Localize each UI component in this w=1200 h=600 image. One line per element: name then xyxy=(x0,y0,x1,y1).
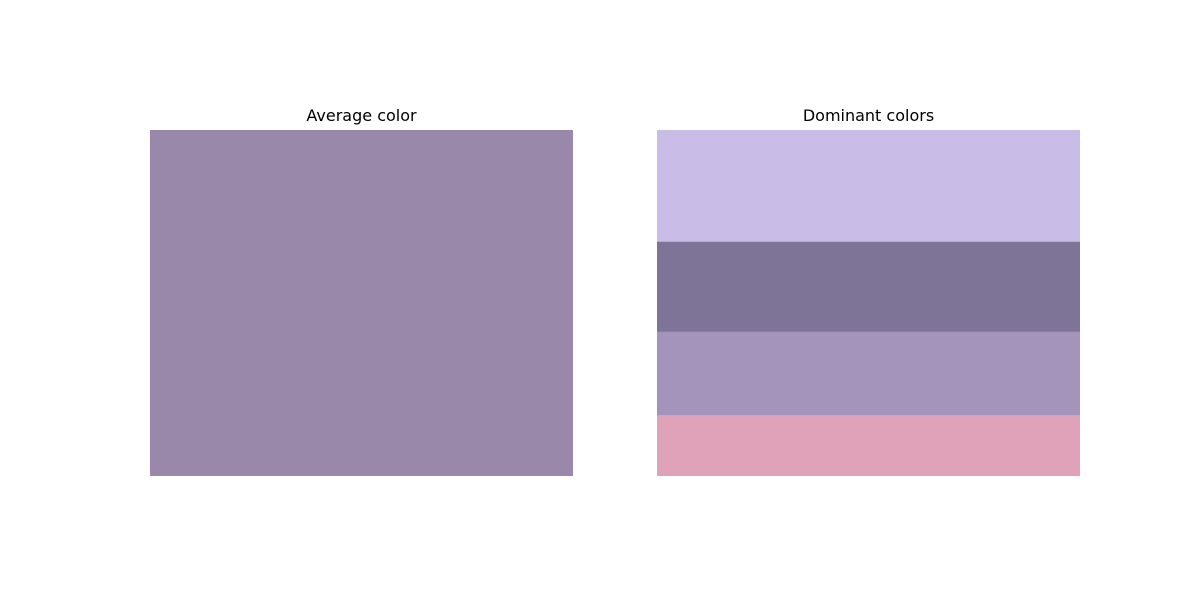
dominant-color-band-1 xyxy=(657,130,1080,243)
dominant-color-band-2 xyxy=(657,241,1080,333)
dominant-colors-chart xyxy=(657,130,1080,476)
average-color-title: Average color xyxy=(306,106,417,125)
dominant-color-band-4 xyxy=(657,415,1080,476)
dominant-colors-title: Dominant colors xyxy=(802,106,935,125)
dominant-color-band-3 xyxy=(657,331,1080,416)
average-color-swatch xyxy=(150,130,573,476)
average-color-panel xyxy=(150,130,573,476)
dominant-colors-panel xyxy=(657,130,1080,476)
